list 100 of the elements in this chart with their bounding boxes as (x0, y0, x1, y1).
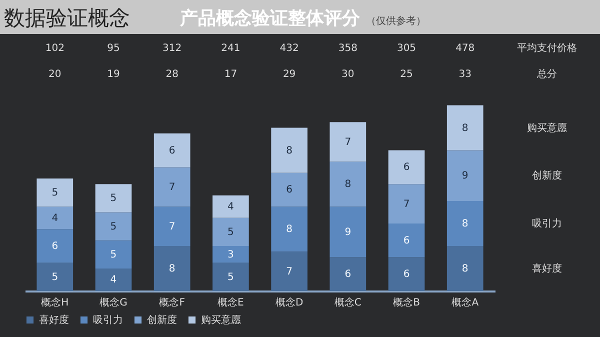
data-label: 8 (286, 145, 292, 156)
legend-label: 购买意愿 (201, 314, 241, 326)
data-label: 8 (344, 179, 352, 190)
bar (271, 206, 308, 252)
bar (330, 257, 366, 291)
bar (95, 184, 132, 212)
data-label: 8 (462, 122, 468, 134)
text: 17 (224, 69, 238, 80)
data-label: 5 (110, 249, 117, 260)
legend-label: 创新度 (147, 314, 177, 326)
text: 19 (107, 69, 120, 80)
text: 喜好度 (532, 263, 562, 274)
legend-label: 吸引力 (93, 314, 123, 326)
data-label: 4 (110, 274, 117, 286)
bar (154, 246, 190, 291)
data-label: 7 (168, 182, 176, 193)
bar (330, 122, 366, 162)
x-tick-label: 概念D (275, 296, 304, 308)
data-label: 5 (110, 193, 117, 204)
bar (446, 200, 484, 246)
bar (212, 195, 249, 218)
bar (154, 206, 190, 246)
x-tick-label: 概念G (100, 296, 128, 308)
bar (446, 246, 484, 291)
data-label: 9 (344, 226, 352, 238)
bar (330, 162, 366, 207)
data-label: 6 (403, 235, 410, 246)
text: 数据验证概念 (4, 5, 130, 32)
bar (330, 206, 366, 258)
data-label: 4 (228, 202, 234, 213)
data-label: 3 (228, 249, 234, 260)
bar (36, 206, 74, 230)
legend-label: 喜好度 (39, 314, 69, 326)
bar (36, 178, 74, 207)
x-tick-label: 概念E (218, 296, 244, 308)
bar (212, 262, 249, 291)
bar (271, 128, 308, 173)
text: 20 (48, 69, 62, 80)
bar (154, 133, 190, 168)
bar (388, 257, 425, 291)
data-label: 7 (286, 266, 292, 278)
bar (271, 252, 308, 291)
data-label: 5 (228, 272, 234, 283)
bar (212, 218, 249, 246)
bar (95, 268, 132, 291)
text: 25 (400, 69, 413, 80)
text: 30 (342, 69, 354, 80)
bar (212, 246, 249, 263)
bar (388, 223, 425, 258)
text: 102 (45, 43, 64, 54)
text: 358 (338, 43, 358, 54)
bar (446, 105, 484, 150)
data-label: 8 (462, 263, 468, 274)
x-tick-label: 概念A (452, 296, 479, 308)
text: 33 (458, 69, 472, 80)
data-label: 5 (110, 221, 117, 232)
bar (36, 229, 74, 263)
data-label: 6 (403, 162, 410, 174)
data-label: 7 (403, 198, 410, 210)
text: 241 (221, 43, 240, 54)
text: 创新度 (532, 170, 562, 182)
data-label: 6 (168, 145, 176, 156)
bar (271, 172, 308, 207)
text: 平均支付价格 (517, 42, 577, 54)
bar (95, 212, 132, 240)
data-label: 7 (168, 221, 176, 232)
text: 312 (162, 43, 182, 54)
text: 478 (456, 43, 475, 54)
data-label: 8 (286, 224, 292, 236)
text: 28 (166, 69, 178, 80)
data-label: 8 (168, 263, 176, 274)
text: 305 (396, 43, 416, 54)
data-label: 8 (462, 218, 468, 230)
data-label: 5 (52, 272, 58, 283)
data-label: 5 (228, 226, 234, 238)
text: 95 (107, 43, 120, 54)
x-tick-label: 概念H (41, 296, 69, 308)
data-label: 6 (344, 269, 352, 280)
data-label: 6 (286, 184, 292, 196)
text: 总分 (536, 68, 557, 80)
chart-subtitle: （仅供参考） (366, 16, 426, 27)
bar (154, 167, 190, 207)
data-label: 4 (52, 212, 58, 224)
x-tick-label: 概念B (393, 296, 420, 308)
bar (388, 150, 425, 184)
text: 29 (282, 69, 296, 80)
text: 吸引力 (532, 218, 562, 230)
data-label: 9 (462, 170, 468, 182)
bar (95, 240, 132, 268)
data-label: 6 (403, 269, 410, 280)
data-label: 6 (52, 240, 58, 252)
text: 432 (280, 43, 299, 54)
text: 购买意愿 (527, 122, 567, 134)
bar (446, 150, 484, 201)
x-tick-label: 概念C (334, 296, 362, 308)
x-tick-label: 概念F (159, 296, 186, 308)
data-label: 7 (344, 136, 352, 148)
data-label: 5 (52, 188, 58, 199)
bar (36, 262, 74, 291)
bar (388, 184, 425, 224)
